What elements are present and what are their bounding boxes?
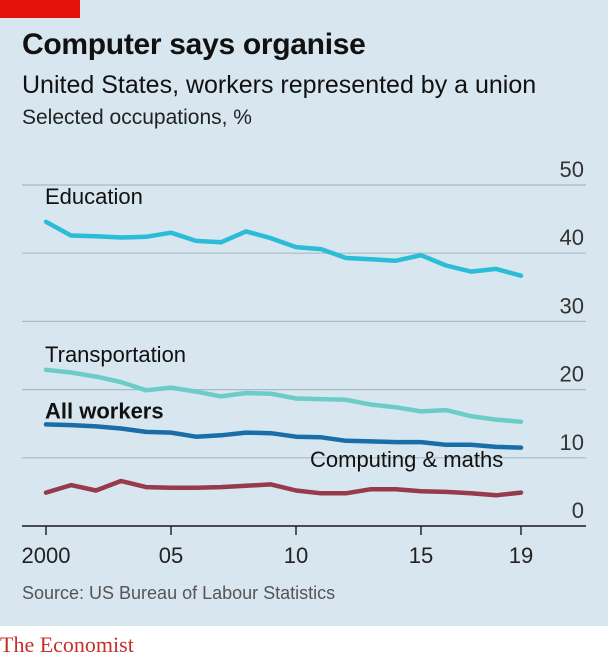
source-note: Source: US Bureau of Labour Statistics — [22, 583, 336, 603]
y-tick-label: 30 — [560, 293, 584, 318]
chart-description: Selected occupations, % — [22, 106, 252, 129]
series-labels: Education Transportation All workers Comput… — [45, 184, 503, 472]
x-tick-label: 19 — [509, 543, 533, 568]
chart-subtitle: United States, workers represented by a … — [22, 71, 537, 99]
y-tick-label: 0 — [572, 498, 584, 523]
series-line-2 — [43, 422, 524, 450]
x-tick-label: 05 — [159, 543, 183, 568]
economist-logo: The Economist — [0, 632, 134, 657]
brand-red-bar — [0, 0, 80, 18]
chart-panel — [0, 0, 608, 626]
series-label: Education — [45, 184, 143, 209]
y-tick-label: 10 — [560, 430, 584, 455]
series-label: All workers — [45, 398, 164, 423]
y-tick-label: 50 — [560, 157, 584, 182]
x-tick-label: 10 — [284, 543, 308, 568]
chart-title: Computer says organise — [22, 28, 366, 61]
line-chart: 0 10 20 30 40 50 2000 05 10 15 19 Education Transpo… — [22, 157, 586, 568]
y-tick-label: 40 — [560, 225, 584, 250]
x-tick-label: 15 — [409, 543, 433, 568]
series-line-1 — [43, 367, 524, 424]
series-line-0 — [43, 219, 524, 278]
axis-tick-labels: 0 10 20 30 40 50 2000 05 10 15 19 — [22, 157, 584, 568]
y-tick-label: 20 — [560, 362, 584, 387]
series-label: Transportation — [45, 342, 186, 367]
x-tick-label: 2000 — [22, 543, 71, 568]
series-lines — [43, 219, 524, 498]
series-line-3 — [43, 478, 524, 498]
gridlines — [22, 184, 586, 535]
series-label: Computing & maths — [310, 447, 503, 472]
